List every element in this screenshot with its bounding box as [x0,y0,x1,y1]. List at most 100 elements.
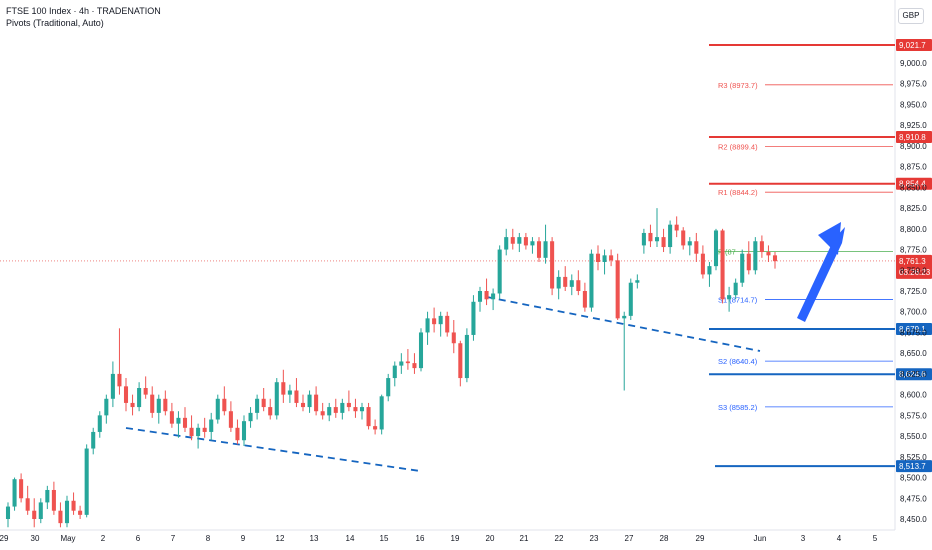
candle-body [248,412,253,422]
candle-body [491,293,496,300]
price-tick-label: 8,625.0 [900,370,927,379]
time-tick-label: 16 [416,534,425,543]
time-tick-label: May [60,534,75,543]
candle-body [104,398,109,416]
candle-body [766,252,771,256]
price-tick-label: 8,800.0 [900,225,927,234]
candle-body [78,510,83,515]
candle-body [464,334,469,379]
price-axis[interactable]: 8,450.0 8,475.0 8,500.0 8,525.0 8,550.0 8,575… [900,59,927,524]
pivot-label-s1: S1 (8714.7) [718,296,758,305]
candle-body [477,291,483,302]
time-tick-label: 21 [520,534,529,543]
candle-body [228,411,233,428]
chart-legend: FTSE 100 Index · 4h · TRADENATION Pivots… [6,5,161,29]
candle-body [130,402,135,408]
candle-body [412,363,417,369]
candle-body [5,506,11,519]
price-tick-label: 8,900.0 [900,142,927,151]
arrow-head [818,222,841,255]
price-tick-label: 8,650.0 [900,349,927,358]
symbol-title[interactable]: FTSE 100 Index · 4h · TRADENATION [6,6,161,16]
candle-body [497,249,502,294]
price-tick-label: 8,950.0 [900,100,927,109]
candle-body [32,510,37,519]
pivot-label-r1: R1 (8844.2) [718,188,758,197]
candle-body [432,318,437,325]
price-tick-label: 8,675.0 [900,328,927,337]
time-tick-label: 8 [206,534,211,543]
level-tag-label-2: 8,910.8 [899,133,926,142]
candle-body [379,396,384,430]
candle-body [602,255,607,262]
time-tick-label: 7 [171,534,176,543]
price-tick-label: 8,600.0 [900,391,927,400]
candle-body [51,489,56,511]
candle-body [622,315,627,319]
candles [5,208,778,528]
time-tick-label: 13 [310,534,319,543]
price-tick-label: 8,550.0 [900,432,927,441]
level-tag-label-5: 8,624.6 [899,370,926,379]
candle-body [536,241,542,258]
candle-body [38,502,43,519]
candle-body [91,431,96,449]
candle-body [333,407,338,413]
time-tick-label: 5 [873,534,878,543]
time-tick-label: Jun [754,534,767,543]
time-tick-label: 23 [590,534,599,543]
indicator-title[interactable]: Pivots (Traditional, Auto) [6,18,104,28]
level-tag-label-3: 8,854.4 [899,180,926,189]
candle-body [510,237,515,244]
candle-body [681,230,686,246]
price-tick-label: 8,450.0 [900,515,927,524]
candle-body [58,510,63,524]
currency-badge[interactable]: GBP [898,8,924,24]
time-tick-label: 2 [101,534,106,543]
candle-body [458,343,463,379]
candle-body [504,237,509,250]
time-tick-label: 19 [451,534,460,543]
candle-body [353,407,358,412]
price-tick-label: 8,875.0 [900,163,927,172]
candle-body [215,398,220,420]
current-price-label: 8,761.3 [899,257,926,266]
candle-body [156,398,161,413]
candle-body [661,237,666,248]
time-tick-label: 20 [486,534,495,543]
candle-body [110,373,115,399]
candle-body [117,373,122,387]
candle-body [123,386,129,403]
candle-body [674,224,679,231]
candle-body [366,407,371,427]
candle-body [582,291,587,308]
candle-body [635,280,640,283]
pivot-label-r3: R3 (8973.7) [718,81,758,90]
time-tick-label: 3 [801,534,806,543]
candle-body [12,479,17,507]
time-tick-label: 4 [837,534,842,543]
candle-body [176,417,181,424]
level-tag-label-4: 8,679.1 [899,325,926,334]
candle-body [753,241,758,271]
candle-body [445,315,450,333]
candle-body [327,407,332,416]
candle-body [720,230,725,300]
time-axis[interactable]: 29 30 May 2 6 7 8 9 12 13 14 15 16 19 20 21 22 23 27 28 29 Ju… [0,534,878,543]
horizontal-levels: 9,021.7 8,910.8 8,854.4 8,679.1 8,624.6 8,513… [709,39,932,473]
price-tick-label: 8,975.0 [900,80,927,89]
candle-body [84,448,89,515]
price-tick-label: 8,725.0 [900,287,927,296]
candle-body [615,260,620,319]
candle-body [641,232,646,246]
grid [0,0,896,531]
candle-body [169,411,174,424]
time-tick-label: 28 [660,534,669,543]
price-tick-label: 9,000.0 [900,59,927,68]
candle-body [137,388,142,408]
price-tick-label: 8,825.0 [900,204,927,213]
candle-body [543,241,548,258]
price-tick-label: 8,700.0 [900,308,927,317]
candle-body [346,402,351,408]
